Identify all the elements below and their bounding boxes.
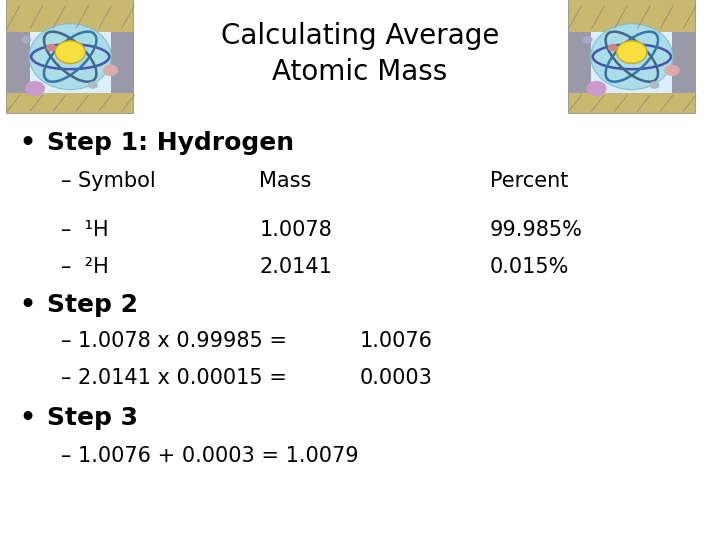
Text: 99.985%: 99.985% — [490, 219, 582, 240]
Text: 1.0076: 1.0076 — [360, 331, 433, 352]
Circle shape — [617, 41, 647, 64]
Text: 0.015%: 0.015% — [490, 257, 569, 278]
Text: Percent: Percent — [490, 171, 568, 191]
Circle shape — [88, 81, 98, 89]
Text: –  ²H: – ²H — [61, 257, 109, 278]
Text: – 1.0076 + 0.0003 = 1.0079: – 1.0076 + 0.0003 = 1.0079 — [61, 446, 359, 467]
Text: 2.0141: 2.0141 — [259, 257, 332, 278]
FancyBboxPatch shape — [7, 0, 133, 113]
Bar — [7, 0, 133, 32]
Bar — [7, 32, 30, 93]
Ellipse shape — [30, 24, 111, 90]
Text: –  ¹H: – ¹H — [61, 219, 109, 240]
Bar — [569, 93, 695, 113]
Ellipse shape — [591, 24, 672, 90]
Text: •: • — [18, 291, 36, 320]
Text: – 2.0141 x 0.00015 =: – 2.0141 x 0.00015 = — [61, 368, 287, 388]
Circle shape — [608, 44, 618, 51]
Text: Step 2: Step 2 — [47, 293, 138, 317]
Text: – 1.0078 x 0.99985 =: – 1.0078 x 0.99985 = — [61, 331, 287, 352]
Bar — [111, 32, 133, 93]
Circle shape — [665, 65, 680, 76]
Circle shape — [586, 81, 606, 96]
Text: Calculating Average
Atomic Mass: Calculating Average Atomic Mass — [221, 22, 499, 86]
Bar — [7, 93, 133, 113]
Text: •: • — [18, 129, 36, 158]
FancyBboxPatch shape — [569, 0, 695, 113]
Text: 0.0003: 0.0003 — [360, 368, 433, 388]
Circle shape — [24, 81, 45, 96]
Bar — [569, 0, 695, 32]
Circle shape — [21, 36, 31, 43]
Text: Mass: Mass — [259, 171, 312, 191]
Text: 1.0078: 1.0078 — [259, 219, 332, 240]
Text: Step 1: Hydrogen: Step 1: Hydrogen — [47, 131, 294, 155]
Text: Step 3: Step 3 — [47, 407, 138, 430]
Text: •: • — [18, 404, 36, 433]
Circle shape — [103, 65, 118, 76]
Bar — [569, 32, 592, 93]
Text: – Symbol: – Symbol — [61, 171, 156, 191]
Circle shape — [46, 44, 56, 51]
Bar — [672, 32, 695, 93]
Circle shape — [582, 36, 593, 43]
Circle shape — [55, 41, 85, 64]
Circle shape — [649, 81, 660, 89]
